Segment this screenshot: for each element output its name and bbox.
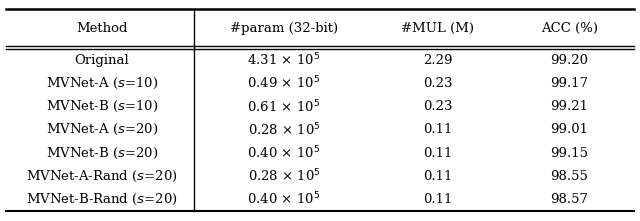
Text: #MUL (M): #MUL (M) [401,22,474,35]
Text: 99.21: 99.21 [550,100,588,113]
Text: Original: Original [75,54,129,67]
Text: ACC (%): ACC (%) [541,22,598,35]
Text: MVNet-B ($s$=20): MVNet-B ($s$=20) [46,145,158,161]
Text: 4.31 × 10$^{5}$: 4.31 × 10$^{5}$ [248,52,321,69]
Text: 99.20: 99.20 [550,54,588,67]
Text: MVNet-A ($s$=10): MVNet-A ($s$=10) [46,76,158,91]
Text: 0.23: 0.23 [423,77,452,90]
Text: 0.49 × 10$^{5}$: 0.49 × 10$^{5}$ [248,75,321,92]
Text: 99.15: 99.15 [550,147,588,160]
Text: 0.28 × 10$^{5}$: 0.28 × 10$^{5}$ [248,122,320,138]
Text: 0.23: 0.23 [423,100,452,113]
Text: 0.11: 0.11 [423,123,452,136]
Text: MVNet-B ($s$=10): MVNet-B ($s$=10) [46,99,158,114]
Text: 99.01: 99.01 [550,123,588,136]
Text: 0.61 × 10$^{5}$: 0.61 × 10$^{5}$ [248,98,321,115]
Text: 98.55: 98.55 [550,170,588,183]
Text: MVNet-A-Rand ($s$=20): MVNet-A-Rand ($s$=20) [26,169,178,184]
Text: 99.17: 99.17 [550,77,588,90]
Text: 0.40 × 10$^{5}$: 0.40 × 10$^{5}$ [248,145,321,161]
Text: 0.40 × 10$^{5}$: 0.40 × 10$^{5}$ [248,191,321,208]
Text: MVNet-A ($s$=20): MVNet-A ($s$=20) [46,122,158,137]
Text: 0.11: 0.11 [423,193,452,206]
Text: MVNet-B-Rand ($s$=20): MVNet-B-Rand ($s$=20) [26,192,178,207]
Text: Method: Method [76,22,128,35]
Text: 0.28 × 10$^{5}$: 0.28 × 10$^{5}$ [248,168,320,185]
Text: 0.11: 0.11 [423,170,452,183]
Text: 2.29: 2.29 [423,54,452,67]
Text: 98.57: 98.57 [550,193,588,206]
Text: #param (32-bit): #param (32-bit) [230,22,338,35]
Text: 0.11: 0.11 [423,147,452,160]
